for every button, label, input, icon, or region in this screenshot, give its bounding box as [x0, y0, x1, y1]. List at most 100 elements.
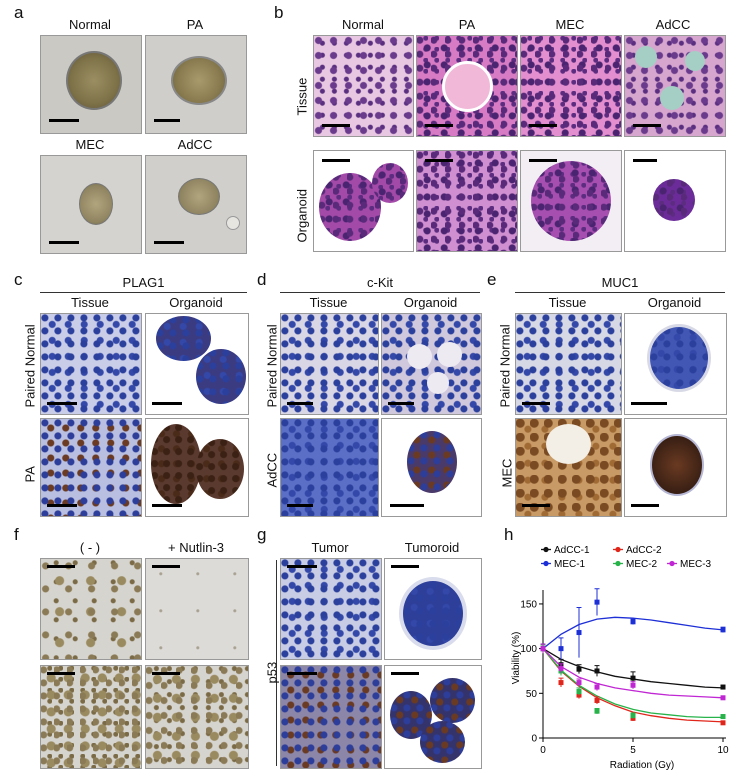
legend-marker [543, 546, 549, 553]
x-tick-label: 5 [630, 745, 636, 756]
panel-e-marker: MUC1 [601, 275, 639, 290]
y-tick-label: 0 [531, 734, 537, 745]
chart-axes: 0 50 100 150 0 5 10 [520, 590, 729, 756]
panel-c-row-pa: PA [22, 466, 38, 483]
panel-a-label-normal: Normal [69, 17, 111, 32]
panel-b-row-organoid: Organoid [294, 189, 310, 243]
panel-c-marker: PLAG1 [122, 275, 165, 290]
data-point-mec-1 [558, 646, 564, 652]
panel-f-image-control-top [40, 558, 142, 660]
data-point-mec-3 [630, 682, 636, 688]
scale-bar [391, 565, 419, 568]
panel-a-label-pa: PA [186, 17, 204, 32]
legend-marker [669, 560, 675, 567]
panel-letter-c: c [14, 270, 23, 289]
panel-e-row-normal: Paired Normal [497, 324, 513, 408]
panel-e-col-organoid: Organoid [647, 295, 702, 310]
panel-e-row-mec: MEC [499, 458, 515, 488]
panel-d-row-adcc: AdCC [264, 452, 280, 488]
chart-fit-lines [542, 616, 724, 723]
y-tick-label: 100 [520, 644, 537, 655]
scale-bar [529, 124, 557, 127]
data-point-mec-3 [594, 684, 600, 690]
data-point-mec-2 [594, 708, 600, 714]
scale-bar [633, 159, 657, 162]
scale-bar [152, 504, 182, 507]
panel-a-image-pa [145, 35, 247, 134]
panel-b-tissue-normal [313, 35, 414, 137]
scale-bar [522, 402, 550, 405]
panel-letter-h: h [504, 525, 514, 544]
scale-bar [154, 241, 184, 244]
panel-c-organoid-pa [145, 418, 249, 517]
chart-legend: AdCC-1 AdCC-2 MEC-1 MEC-2 MEC-3 [541, 545, 712, 570]
data-point-mec-3 [576, 680, 582, 686]
panel-b-row-tissue: Tissue [294, 77, 310, 116]
scale-bar [47, 672, 75, 675]
data-point-adcc-1 [630, 675, 636, 681]
scale-bar [287, 402, 313, 405]
panel-c-tissue-normal [40, 313, 142, 415]
panel-letter-e: e [487, 270, 497, 289]
x-tick-label: 10 [717, 745, 729, 756]
data-point-mec-2 [720, 714, 726, 720]
panel-letter-d: d [257, 270, 267, 289]
panel-a-image-normal [40, 35, 142, 134]
scale-bar [390, 504, 424, 507]
panel-b-organoid-mec [520, 150, 622, 252]
scale-bar [152, 565, 180, 568]
panel-d-marker: c-Kit [367, 275, 393, 290]
scale-bar [49, 119, 79, 122]
panel-g-tumor-bottom [280, 665, 382, 769]
scale-bar [529, 159, 557, 162]
x-tick-label: 0 [540, 745, 546, 756]
data-point-mec-2 [630, 713, 636, 719]
panel-d-organoid-adcc [381, 418, 482, 517]
panel-g-tumoroid-top [384, 558, 482, 660]
panel-g-col-tumor: Tumor [311, 540, 349, 555]
data-point-mec-1 [720, 627, 726, 633]
legend-entry-adcc-2: AdCC-2 [626, 545, 662, 556]
scale-bar [287, 672, 317, 675]
data-point-adcc-1 [594, 668, 600, 674]
panel-b-tissue-pa [416, 35, 518, 137]
panel-b-organoid-normal [313, 150, 414, 252]
panel-d-tissue-adcc [280, 418, 379, 517]
scale-bar [154, 119, 180, 122]
scale-bar [152, 402, 182, 405]
y-tick-label: 50 [526, 689, 538, 700]
scale-bar [49, 241, 79, 244]
scale-bar [287, 565, 317, 568]
scale-bar [425, 124, 453, 127]
data-point-mec-2 [576, 689, 582, 695]
panel-f-col-control: ( - ) [79, 540, 101, 555]
scale-bar [47, 402, 77, 405]
legend-entry-adcc-1: AdCC-1 [554, 545, 590, 556]
legend-entry-mec-1: MEC-1 [554, 559, 586, 570]
panel-a-image-mec [40, 155, 142, 254]
data-point-adcc-2 [558, 680, 564, 686]
chart-x-label: Radiation (Gy) [610, 760, 674, 771]
panel-e-organoid-normal [624, 313, 727, 415]
scale-bar [631, 402, 667, 405]
panel-b-organoid-pa [416, 150, 518, 252]
panel-g-col-tumoroid: Tumoroid [404, 540, 460, 555]
panel-a-image-adcc [145, 155, 247, 254]
panel-f-image-nutlin-top [145, 558, 249, 660]
panel-letter-f: f [14, 525, 19, 544]
panel-b-col-mec: MEC [555, 17, 585, 32]
panel-b-organoid-adcc [624, 150, 726, 252]
data-point-mec-3 [540, 646, 546, 652]
scale-bar [152, 672, 180, 675]
panel-letter-a: a [14, 3, 24, 22]
scale-bar [425, 159, 453, 162]
panel-letter-b: b [274, 3, 284, 22]
scale-bar [322, 124, 350, 127]
panel-c-col-tissue: Tissue [71, 295, 109, 310]
data-point-mec-1 [630, 619, 636, 625]
panel-d-tissue-normal [280, 313, 379, 415]
legend-marker [615, 546, 621, 553]
panel-g-row-p53: p53 [264, 661, 280, 684]
panel-c-tissue-pa [40, 418, 142, 517]
